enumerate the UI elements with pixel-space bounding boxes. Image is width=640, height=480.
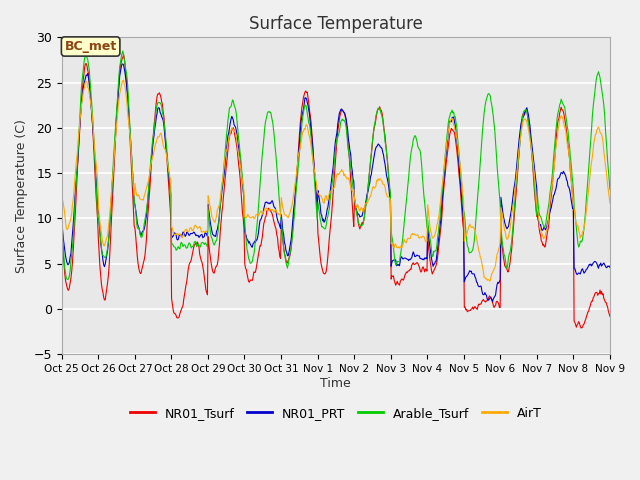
Arable_Tsurf [606, 187, 614, 192]
NR01_PRT [68, 241, 76, 247]
Text: BC_met: BC_met [65, 40, 116, 53]
Arable_Tsurf [404, 181, 412, 187]
NR01_Tsurf [403, 270, 411, 276]
NR01_Tsurf [577, 325, 585, 331]
Title: Surface Temperature: Surface Temperature [249, 15, 423, 33]
AirT [606, 200, 614, 206]
Line: Arable_Tsurf: Arable_Tsurf [62, 51, 610, 279]
Arable_Tsurf [420, 193, 428, 199]
X-axis label: Time: Time [321, 377, 351, 390]
AirT [58, 191, 66, 196]
AirT [125, 121, 132, 127]
Line: NR01_Tsurf: NR01_Tsurf [62, 55, 610, 328]
Arable_Tsurf [58, 219, 66, 225]
AirT [419, 233, 427, 239]
NR01_Tsurf [125, 113, 132, 119]
Line: AirT: AirT [62, 80, 610, 281]
NR01_PRT [489, 299, 497, 305]
NR01_Tsurf [606, 313, 614, 319]
Arable_Tsurf [211, 242, 218, 248]
NR01_PRT [403, 256, 411, 262]
NR01_PRT [419, 256, 427, 262]
AirT [486, 278, 493, 284]
NR01_PRT [210, 232, 218, 238]
Arable_Tsurf [64, 276, 72, 282]
Arable_Tsurf [68, 244, 76, 250]
Arable_Tsurf [126, 119, 134, 124]
Y-axis label: Surface Temperature (C): Surface Temperature (C) [15, 119, 28, 273]
AirT [68, 211, 76, 216]
AirT [180, 229, 188, 235]
NR01_PRT [119, 61, 127, 67]
NR01_PRT [606, 264, 614, 270]
NR01_Tsurf [68, 269, 76, 275]
NR01_Tsurf [120, 52, 127, 58]
NR01_PRT [125, 111, 132, 117]
Legend: NR01_Tsurf, NR01_PRT, Arable_Tsurf, AirT: NR01_Tsurf, NR01_PRT, Arable_Tsurf, AirT [125, 402, 547, 424]
NR01_Tsurf [210, 270, 218, 276]
NR01_PRT [180, 232, 188, 238]
NR01_Tsurf [419, 264, 427, 270]
NR01_Tsurf [180, 291, 188, 297]
AirT [403, 237, 411, 243]
NR01_PRT [58, 215, 66, 220]
NR01_Tsurf [58, 230, 66, 236]
Line: NR01_PRT: NR01_PRT [62, 64, 610, 302]
Arable_Tsurf [182, 243, 189, 249]
Arable_Tsurf [119, 48, 127, 54]
AirT [210, 218, 218, 224]
AirT [120, 77, 127, 83]
